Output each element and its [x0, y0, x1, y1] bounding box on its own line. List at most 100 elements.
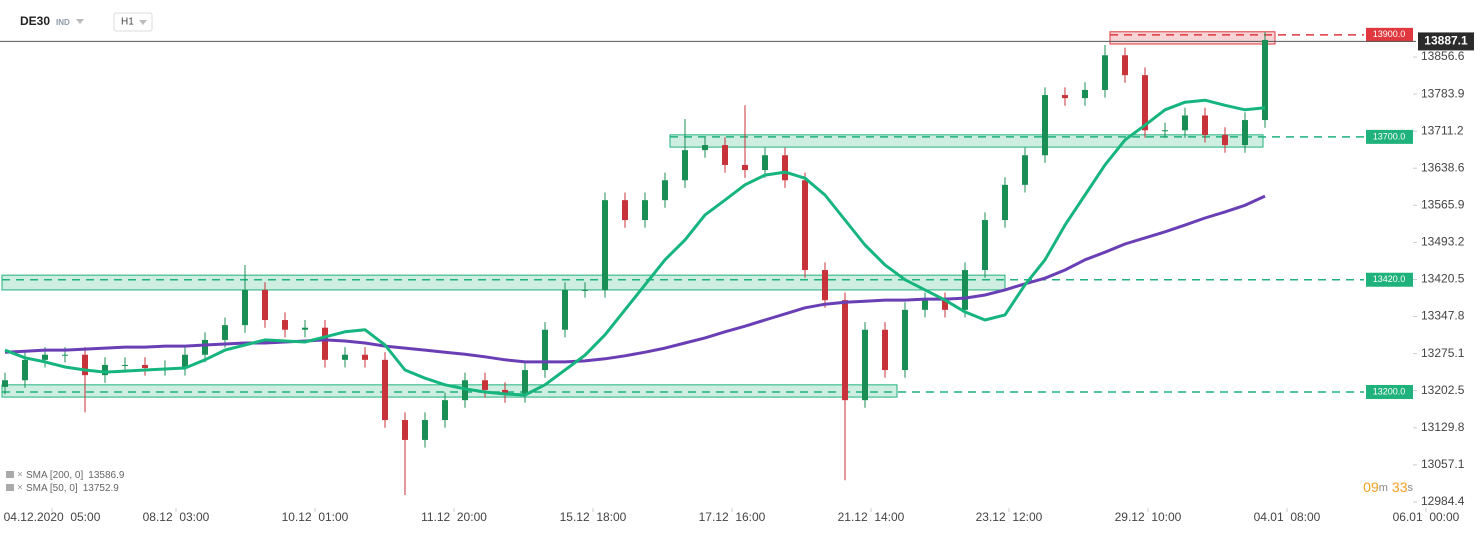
interval[interactable]: H1: [121, 17, 134, 28]
legend-name: SMA [50, 0]: [26, 483, 78, 494]
x-tick-label: 10.12 01:00: [282, 510, 349, 524]
x-tick-label: 08.12 03:00: [143, 510, 210, 524]
candle-body: [1222, 134, 1228, 146]
candle-body: [1182, 115, 1188, 131]
timer-part: 33: [1392, 479, 1408, 495]
candle-body: [1142, 75, 1148, 131]
candle-body: [442, 400, 448, 421]
x-tick-label: 29.12 10:00: [1115, 510, 1182, 524]
x-tick-label: 04.01 08:00: [1254, 510, 1321, 524]
candle-body: [602, 200, 608, 290]
x-tick-label: 21.12 14:00: [838, 510, 905, 524]
candle-body: [882, 329, 888, 371]
legend-icon: [6, 471, 14, 478]
market: IND: [56, 18, 70, 27]
level-tag: [1366, 384, 1413, 399]
interval-dropdown: [139, 20, 147, 25]
symbol-dropdown[interactable]: [76, 19, 84, 24]
candle-body: [402, 420, 408, 440]
candle-body: [1202, 115, 1208, 135]
candle-body: [342, 354, 348, 360]
legend-value: 13586.9: [88, 470, 125, 481]
candle-body: [42, 354, 48, 360]
price-tag: [1418, 32, 1474, 51]
candle-body: [662, 180, 668, 201]
y-tick-label: 13493.2: [1421, 235, 1465, 249]
candle-body: [962, 270, 968, 310]
candle-body: [942, 300, 948, 310]
candle-body: [1022, 155, 1028, 185]
y-tick-label: 13347.8: [1421, 309, 1465, 323]
candle-body: [562, 289, 568, 330]
candle-body: [542, 329, 548, 371]
candle-body: [62, 354, 68, 356]
candle-body: [322, 327, 328, 360]
candle-body: [2, 380, 8, 387]
candle-body: [1042, 95, 1048, 156]
candle-body: [1102, 55, 1108, 90]
candle-body: [902, 309, 908, 371]
y-tick-label: 13638.6: [1421, 160, 1465, 174]
candle-body: [1122, 55, 1128, 76]
level-tag: [1366, 27, 1413, 42]
candle-body: [742, 164, 748, 171]
level-label: 13900.0: [1373, 29, 1406, 39]
candle-body: [702, 145, 708, 151]
level-tag: [1366, 272, 1413, 287]
x-tick-label: 15.12 18:00: [560, 510, 627, 524]
timer-part: m: [1379, 482, 1388, 494]
level-label: 13200.0: [1373, 386, 1406, 396]
candle-body: [642, 200, 648, 221]
interval-select[interactable]: [113, 12, 153, 32]
candle-body: [862, 329, 868, 401]
candle-body: [302, 327, 308, 330]
candle-body: [282, 320, 288, 330]
timer-part: s: [1408, 482, 1414, 494]
candle-body: [1242, 120, 1248, 146]
y-tick-label: 13856.6: [1421, 49, 1465, 63]
candle-body: [82, 354, 88, 376]
y-tick-label: 13275.1: [1421, 346, 1465, 360]
candle-body: [1082, 89, 1088, 99]
candle-body: [422, 420, 428, 440]
candle-body: [762, 155, 768, 171]
candle-body: [1002, 184, 1008, 221]
candle-body: [182, 354, 188, 369]
candle-body: [22, 359, 28, 381]
candle-body: [262, 289, 268, 321]
candle-body: [242, 289, 248, 326]
candle-body: [1162, 130, 1168, 132]
level-label: 13700.0: [1373, 131, 1406, 141]
candle-body: [1062, 95, 1068, 99]
candle-body: [682, 150, 688, 181]
candle-body: [502, 389, 508, 396]
x-tick-label: 11.12 20:00: [421, 510, 487, 524]
candle-body: [802, 180, 808, 271]
symbol[interactable]: DE30: [20, 14, 50, 28]
candle-body: [1262, 39, 1268, 121]
y-tick-label: 13202.5: [1421, 383, 1465, 397]
candle-body: [122, 364, 128, 366]
sma-line: [4, 98, 1266, 397]
x-tick-label: 23.12 12:00: [976, 510, 1043, 524]
y-tick-label: 13565.9: [1421, 197, 1465, 211]
legend-entry: SMA [200, 0] 13586.9: [26, 470, 125, 481]
candle-body: [622, 200, 628, 221]
timer-part: 09: [1363, 479, 1379, 495]
level-tag: [1366, 129, 1413, 144]
overlay: DE30 IND H1 13887.1 × SMA [200, 0] 13586.9 ×…: [6, 12, 1474, 495]
zone: [1109, 31, 1276, 45]
candle-body: [522, 370, 528, 396]
legend-close: ×: [17, 483, 23, 494]
y-tick-label: 12984.4: [1421, 494, 1465, 508]
candle-body: [102, 364, 108, 376]
legend-icon: [6, 484, 14, 491]
candle-body: [822, 270, 828, 301]
candle-body: [362, 354, 368, 360]
x-tick-label: 17.12 16:00: [699, 510, 766, 524]
x-tick-label: 04.12.2020 05:00: [4, 510, 101, 524]
legend-entry: SMA [50, 0] 13752.9: [26, 483, 119, 494]
candle-body: [582, 289, 588, 291]
